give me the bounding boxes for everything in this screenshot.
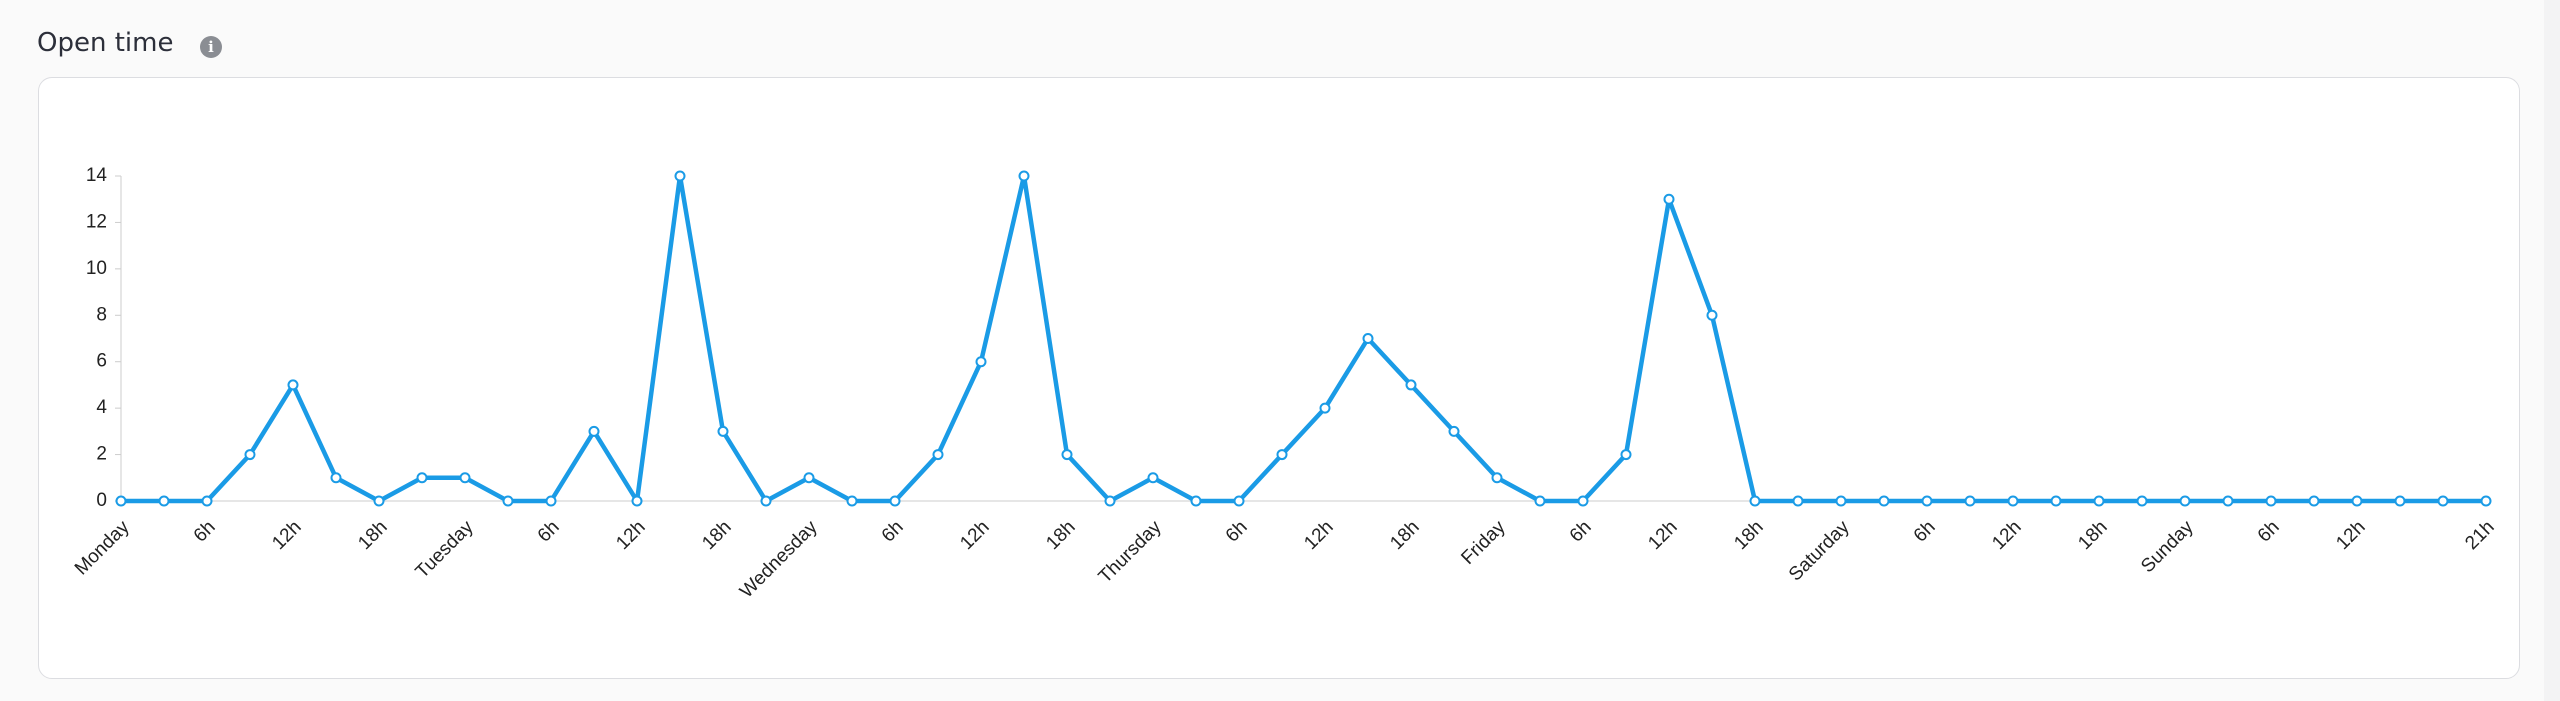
panel-title: Open time	[37, 28, 174, 58]
y-tick-label: 10	[86, 258, 107, 279]
y-tick-label: 12	[86, 211, 107, 232]
point	[373, 495, 385, 507]
point	[287, 379, 299, 391]
point	[158, 495, 170, 507]
point	[760, 495, 772, 507]
y-tick-label: 6	[96, 351, 107, 372]
point	[1276, 449, 1288, 461]
point	[2222, 495, 2234, 507]
point	[1620, 449, 1632, 461]
point	[1061, 449, 1073, 461]
x-tick-label: 12h	[956, 517, 993, 554]
y-tick-label: 14	[86, 165, 108, 186]
x-tick-label: 6h	[1910, 517, 1940, 547]
point	[932, 449, 944, 461]
point	[1534, 495, 1546, 507]
chart-card	[38, 77, 2520, 679]
x-tick-label: 6h	[878, 517, 908, 547]
point	[1319, 402, 1331, 414]
point	[803, 472, 815, 484]
line	[121, 173, 2486, 504]
x-tick-label: 18h	[1730, 517, 1767, 554]
x-tick-label: 12h	[1300, 517, 1337, 554]
point	[1448, 425, 1460, 437]
point	[2265, 495, 2277, 507]
point	[1405, 379, 1417, 391]
x-tick-label: 18h	[698, 517, 735, 554]
point	[416, 472, 428, 484]
y-tick-label: 0	[96, 490, 107, 511]
x-tick-label: 6h	[1566, 517, 1596, 547]
point	[2050, 495, 2062, 507]
x-tick-label: 18h	[1386, 517, 1423, 554]
point	[1706, 309, 1718, 321]
point	[201, 495, 213, 507]
point	[2437, 495, 2449, 507]
info-icon[interactable]: i	[200, 36, 222, 58]
y-tick-label: 2	[96, 444, 107, 465]
x-tick-label: 18h	[354, 517, 391, 554]
x-tick-label: Friday	[1457, 516, 1510, 569]
x-tick-label: Saturday	[1785, 516, 1854, 585]
point	[1964, 495, 1976, 507]
point	[2394, 495, 2406, 507]
point	[1190, 495, 1202, 507]
point	[2480, 495, 2492, 507]
point	[1792, 495, 1804, 507]
point	[975, 356, 987, 368]
point	[502, 495, 514, 507]
x-tick-label: Monday	[71, 516, 134, 579]
point	[631, 495, 643, 507]
point	[2093, 495, 2105, 507]
x-tick-label: 18h	[1042, 517, 1079, 554]
point	[1749, 495, 1761, 507]
point	[2007, 495, 2019, 507]
x-tick-label: Tuesday	[412, 516, 478, 582]
point	[2308, 495, 2320, 507]
point	[115, 495, 127, 507]
point	[1362, 333, 1374, 344]
x-tick-label: 12h	[268, 517, 305, 554]
point	[1577, 495, 1589, 507]
y-tick-label: 4	[96, 397, 107, 418]
x-tick-label: 12h	[2332, 517, 2369, 554]
point	[1147, 472, 1159, 484]
x-tick-label: Wednesday	[736, 516, 822, 602]
point	[1921, 495, 1933, 507]
point	[1835, 495, 1847, 507]
point	[717, 425, 729, 437]
x-tick-label: 12h	[612, 517, 649, 554]
x-tick-label: 12h	[1644, 517, 1681, 554]
point	[674, 170, 686, 182]
point	[1878, 495, 1890, 507]
point	[244, 449, 256, 461]
x-tick-label: 6h	[190, 517, 220, 547]
point	[459, 472, 471, 484]
point	[1491, 472, 1503, 484]
point	[545, 495, 557, 507]
x-tick-label: Sunday	[2137, 516, 2198, 577]
point	[2136, 495, 2148, 507]
y-tick-label: 8	[96, 304, 107, 325]
point	[2351, 495, 2363, 507]
x-tick-label: 12h	[1988, 517, 2025, 554]
x-tick-label: 6h	[534, 517, 564, 547]
point	[1104, 495, 1116, 507]
point	[846, 495, 858, 507]
point	[1018, 170, 1030, 182]
x-tick-label: 6h	[1222, 517, 1252, 547]
x-tick-label: 21h	[2461, 517, 2498, 554]
x-tick-label: 6h	[2254, 517, 2284, 547]
point	[2179, 495, 2191, 507]
point	[330, 472, 342, 484]
point	[1233, 495, 1245, 507]
x-tick-label: 18h	[2074, 517, 2111, 554]
point	[588, 425, 600, 437]
point	[889, 495, 901, 507]
x-tick-label: Thursday	[1095, 516, 1166, 587]
point	[1663, 193, 1675, 205]
